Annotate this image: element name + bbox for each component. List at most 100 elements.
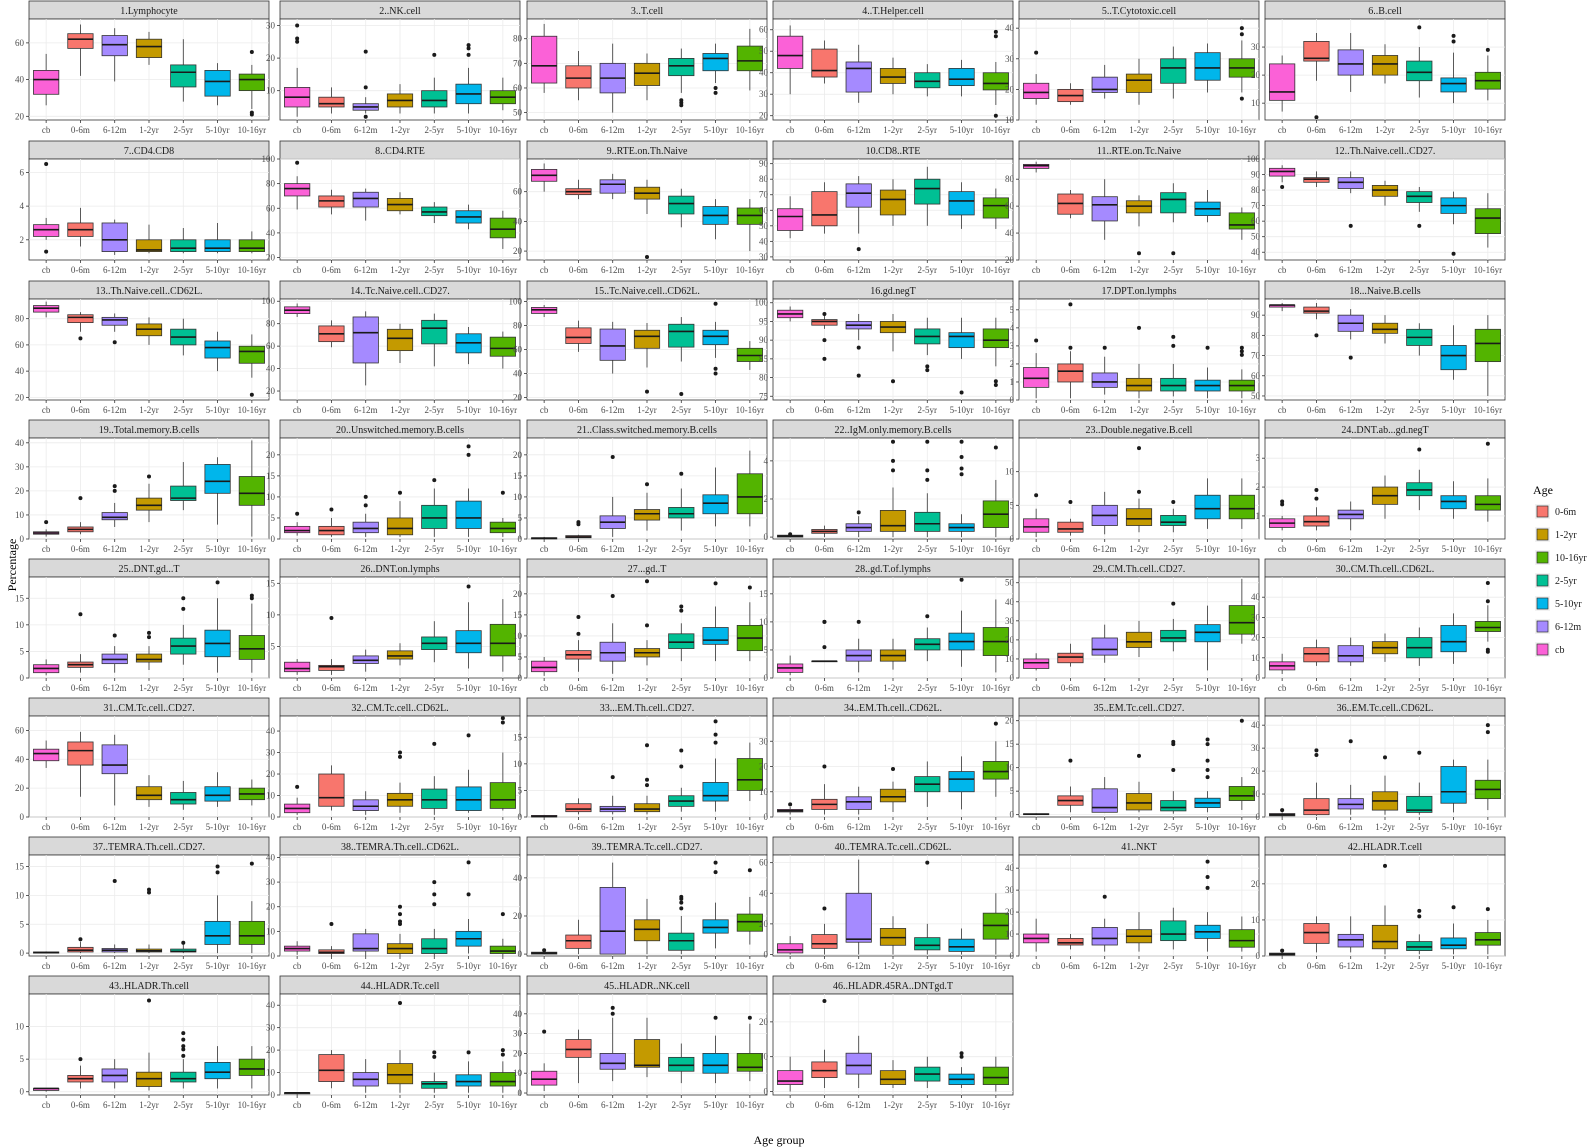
x-tick-label: 1-2yr [1129, 544, 1149, 554]
outlier-point [1171, 601, 1176, 606]
box-1-2yr [879, 57, 907, 95]
x-tick-label: 6-12m [103, 405, 127, 415]
outlier-point [466, 52, 471, 57]
y-tick-label: 20 [513, 589, 523, 599]
x-tick-label: 10-16yr [489, 961, 518, 971]
box-body [914, 178, 941, 205]
box-body [284, 661, 311, 673]
outlier-point [1485, 649, 1490, 654]
x-tick-label: 10-16yr [238, 405, 267, 415]
box-6-12m [352, 791, 379, 815]
x-tick-label: 10-16yr [1228, 544, 1257, 554]
panel: 10.CD8..RTE 30 40 50 60 70 80 90 cb 0-6m 6-12m 1-2y… [759, 140, 1014, 275]
x-tick-label: 0-6m [71, 1100, 90, 1110]
box-1-2yr [386, 750, 414, 813]
box-10-16yr [238, 231, 265, 254]
box-cb [1269, 303, 1296, 312]
x-tick-label: cb [540, 544, 549, 554]
x-tick-label: 10-16yr [1228, 405, 1257, 415]
box-5-10yr [204, 222, 231, 254]
y-tick-label: 80 [759, 373, 769, 383]
x-tick-label: 0-6m [569, 544, 588, 554]
box-1-2yr [1371, 475, 1399, 519]
x-tick-label: 1-2yr [637, 265, 657, 275]
box-cb [531, 23, 558, 93]
box-5-10yr [702, 860, 729, 949]
box-1-2yr [135, 474, 163, 523]
y-tick-label: 40 [266, 228, 276, 238]
box-body [489, 623, 516, 657]
box-body [1440, 937, 1467, 950]
box-body [352, 933, 379, 952]
y-tick-label: 15 [15, 862, 25, 872]
x-tick-label: cb [1278, 125, 1287, 135]
panel: 42..HLADR.T.cell 0 10 20 cb 0-6m 6-12m 1-2yr 2-5… [1251, 836, 1506, 971]
x-tick-label: 0-6m [1307, 265, 1326, 275]
outlier-point [1348, 223, 1353, 228]
box-5-10yr [948, 59, 975, 97]
box-1-2yr [386, 643, 414, 666]
y-tick-label: 15 [266, 578, 276, 588]
box-5-10yr [1194, 478, 1221, 529]
x-tick-label: 0-6m [569, 961, 588, 971]
box-5-10yr [948, 439, 975, 538]
box-6-12m [599, 454, 626, 537]
x-tick-label: 0-6m [569, 822, 588, 832]
x-tick-label: 0-6m [71, 683, 90, 693]
box-body [204, 70, 231, 97]
box-body [1440, 625, 1467, 653]
x-tick-label: cb [42, 1100, 51, 1110]
box-10-16yr [238, 861, 265, 954]
panel: 13..Th.Naive.cell..CD62L. 20 40 60 80 cb 0-6m 6… [15, 280, 270, 415]
y-tick-label: 20 [513, 450, 523, 460]
box-body [238, 345, 265, 364]
outlier-point [1314, 487, 1319, 492]
box-1-2yr [135, 887, 163, 954]
box-body [811, 48, 838, 78]
box-0-6m [67, 731, 94, 797]
box-1-2yr [1371, 180, 1399, 206]
box-5-10yr [455, 1050, 482, 1093]
box-body [489, 336, 516, 357]
box-cb [1023, 813, 1050, 816]
x-tick-label: 1-2yr [1375, 544, 1395, 554]
x-tick-label: 1-2yr [390, 822, 410, 832]
y-tick-label: 60 [266, 341, 276, 351]
y-tick-label: 0 [764, 673, 769, 683]
outlier-point [398, 490, 402, 495]
y-tick-label: 60 [15, 340, 25, 350]
box-0-6m [1057, 83, 1084, 105]
box-body [284, 183, 311, 197]
outlier-point [1451, 905, 1456, 910]
x-tick-label: 6-12m [354, 822, 378, 832]
x-tick-label: 2-5yr [918, 405, 938, 415]
outlier-point [1137, 446, 1141, 451]
box-5-10yr [948, 182, 975, 229]
x-tick-label: 5-10yr [206, 961, 230, 971]
box-body [982, 1066, 1009, 1085]
panel-title: 31..CM.Tc.cell..CD27. [103, 703, 194, 714]
outlier-point [713, 732, 718, 737]
outlier-point [249, 50, 254, 55]
box-cb [33, 520, 60, 537]
outlier-point [788, 802, 793, 807]
box-body [1091, 637, 1118, 656]
y-tick-label: 0 [764, 812, 769, 822]
box-body [879, 788, 907, 803]
box-1-2yr [1371, 633, 1399, 662]
box-10-16yr [1228, 578, 1255, 644]
x-tick-label: 10-16yr [1474, 822, 1503, 832]
box-cb [284, 511, 311, 536]
box-10-16yr [1474, 581, 1501, 654]
box-body [489, 521, 516, 534]
box-0-6m [318, 87, 345, 114]
box-2-5yr [668, 471, 695, 531]
y-tick-label: 0 [518, 673, 523, 683]
x-tick-label: 1-2yr [637, 961, 657, 971]
box-2-5yr [421, 621, 448, 663]
y-tick-label: 0 [518, 1088, 523, 1098]
x-tick-label: 5-10yr [1442, 265, 1466, 275]
panel: 6..B.cell 10 20 30 cb 0-6m 6-12m 1-2yr 2-5yr 5-10… [1251, 0, 1506, 135]
box-cb [1269, 499, 1296, 531]
